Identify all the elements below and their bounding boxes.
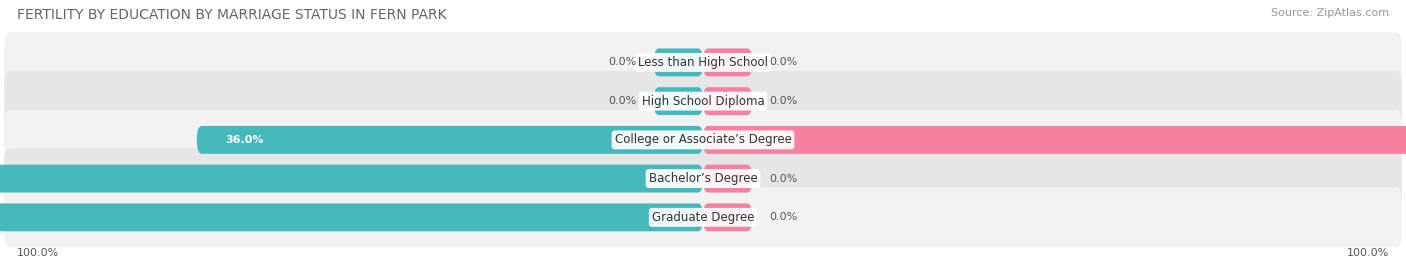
FancyBboxPatch shape <box>703 48 752 76</box>
FancyBboxPatch shape <box>703 203 752 231</box>
Text: Graduate Degree: Graduate Degree <box>652 211 754 224</box>
Text: Bachelor’s Degree: Bachelor’s Degree <box>648 172 758 185</box>
FancyBboxPatch shape <box>703 126 1406 154</box>
Text: 0.0%: 0.0% <box>769 212 797 222</box>
FancyBboxPatch shape <box>654 48 703 76</box>
FancyBboxPatch shape <box>4 187 1402 247</box>
Text: College or Associate’s Degree: College or Associate’s Degree <box>614 133 792 146</box>
Text: 0.0%: 0.0% <box>609 57 637 68</box>
FancyBboxPatch shape <box>4 71 1402 131</box>
FancyBboxPatch shape <box>654 87 703 115</box>
Text: 0.0%: 0.0% <box>609 96 637 106</box>
FancyBboxPatch shape <box>703 87 752 115</box>
Text: FERTILITY BY EDUCATION BY MARRIAGE STATUS IN FERN PARK: FERTILITY BY EDUCATION BY MARRIAGE STATU… <box>17 8 447 22</box>
FancyBboxPatch shape <box>4 110 1402 170</box>
FancyBboxPatch shape <box>0 165 703 193</box>
Text: Less than High School: Less than High School <box>638 56 768 69</box>
Text: 0.0%: 0.0% <box>769 174 797 184</box>
Text: 36.0%: 36.0% <box>225 135 263 145</box>
Text: 0.0%: 0.0% <box>769 96 797 106</box>
Text: Source: ZipAtlas.com: Source: ZipAtlas.com <box>1271 8 1389 18</box>
FancyBboxPatch shape <box>4 32 1402 93</box>
FancyBboxPatch shape <box>197 126 703 154</box>
Text: 100.0%: 100.0% <box>17 248 59 258</box>
FancyBboxPatch shape <box>703 165 752 193</box>
Text: 0.0%: 0.0% <box>769 57 797 68</box>
Text: 100.0%: 100.0% <box>1347 248 1389 258</box>
Text: High School Diploma: High School Diploma <box>641 95 765 108</box>
FancyBboxPatch shape <box>0 203 703 231</box>
FancyBboxPatch shape <box>4 148 1402 209</box>
